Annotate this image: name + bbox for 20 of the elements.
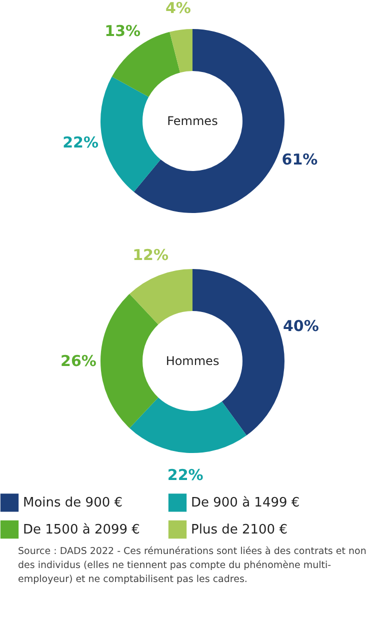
legend-label: Plus de 2100 € bbox=[191, 522, 288, 538]
text: Hommes bbox=[166, 354, 220, 368]
data-label: 22% bbox=[167, 466, 204, 484]
donut-slice bbox=[130, 397, 247, 453]
donut-slice bbox=[130, 269, 192, 325]
donut-slice bbox=[100, 76, 161, 192]
legend-label: Moins de 900 € bbox=[23, 496, 123, 511]
data-label: 13% bbox=[104, 22, 141, 40]
source-note: Source : DADS 2022 - Ces rémunérations sont liées à des contrats et non des individus (elles ne tiennent pas compte du phénomène multi-employeur) et ne comptabilisent pas les cadres. bbox=[18, 545, 368, 587]
legend-label: De 900 à 1499 € bbox=[191, 496, 300, 511]
data-label: 12% bbox=[132, 246, 168, 264]
text: Femmes bbox=[167, 114, 218, 128]
data-label: 4% bbox=[165, 0, 191, 17]
data-label: 40% bbox=[282, 316, 319, 335]
legend-label: De 1500 à 2099 € bbox=[23, 522, 140, 538]
data-label: 26% bbox=[60, 352, 96, 370]
donut-slice bbox=[100, 294, 158, 428]
donut-slice bbox=[170, 29, 192, 73]
data-label: 22% bbox=[62, 133, 98, 152]
data-label: 61% bbox=[282, 150, 318, 169]
